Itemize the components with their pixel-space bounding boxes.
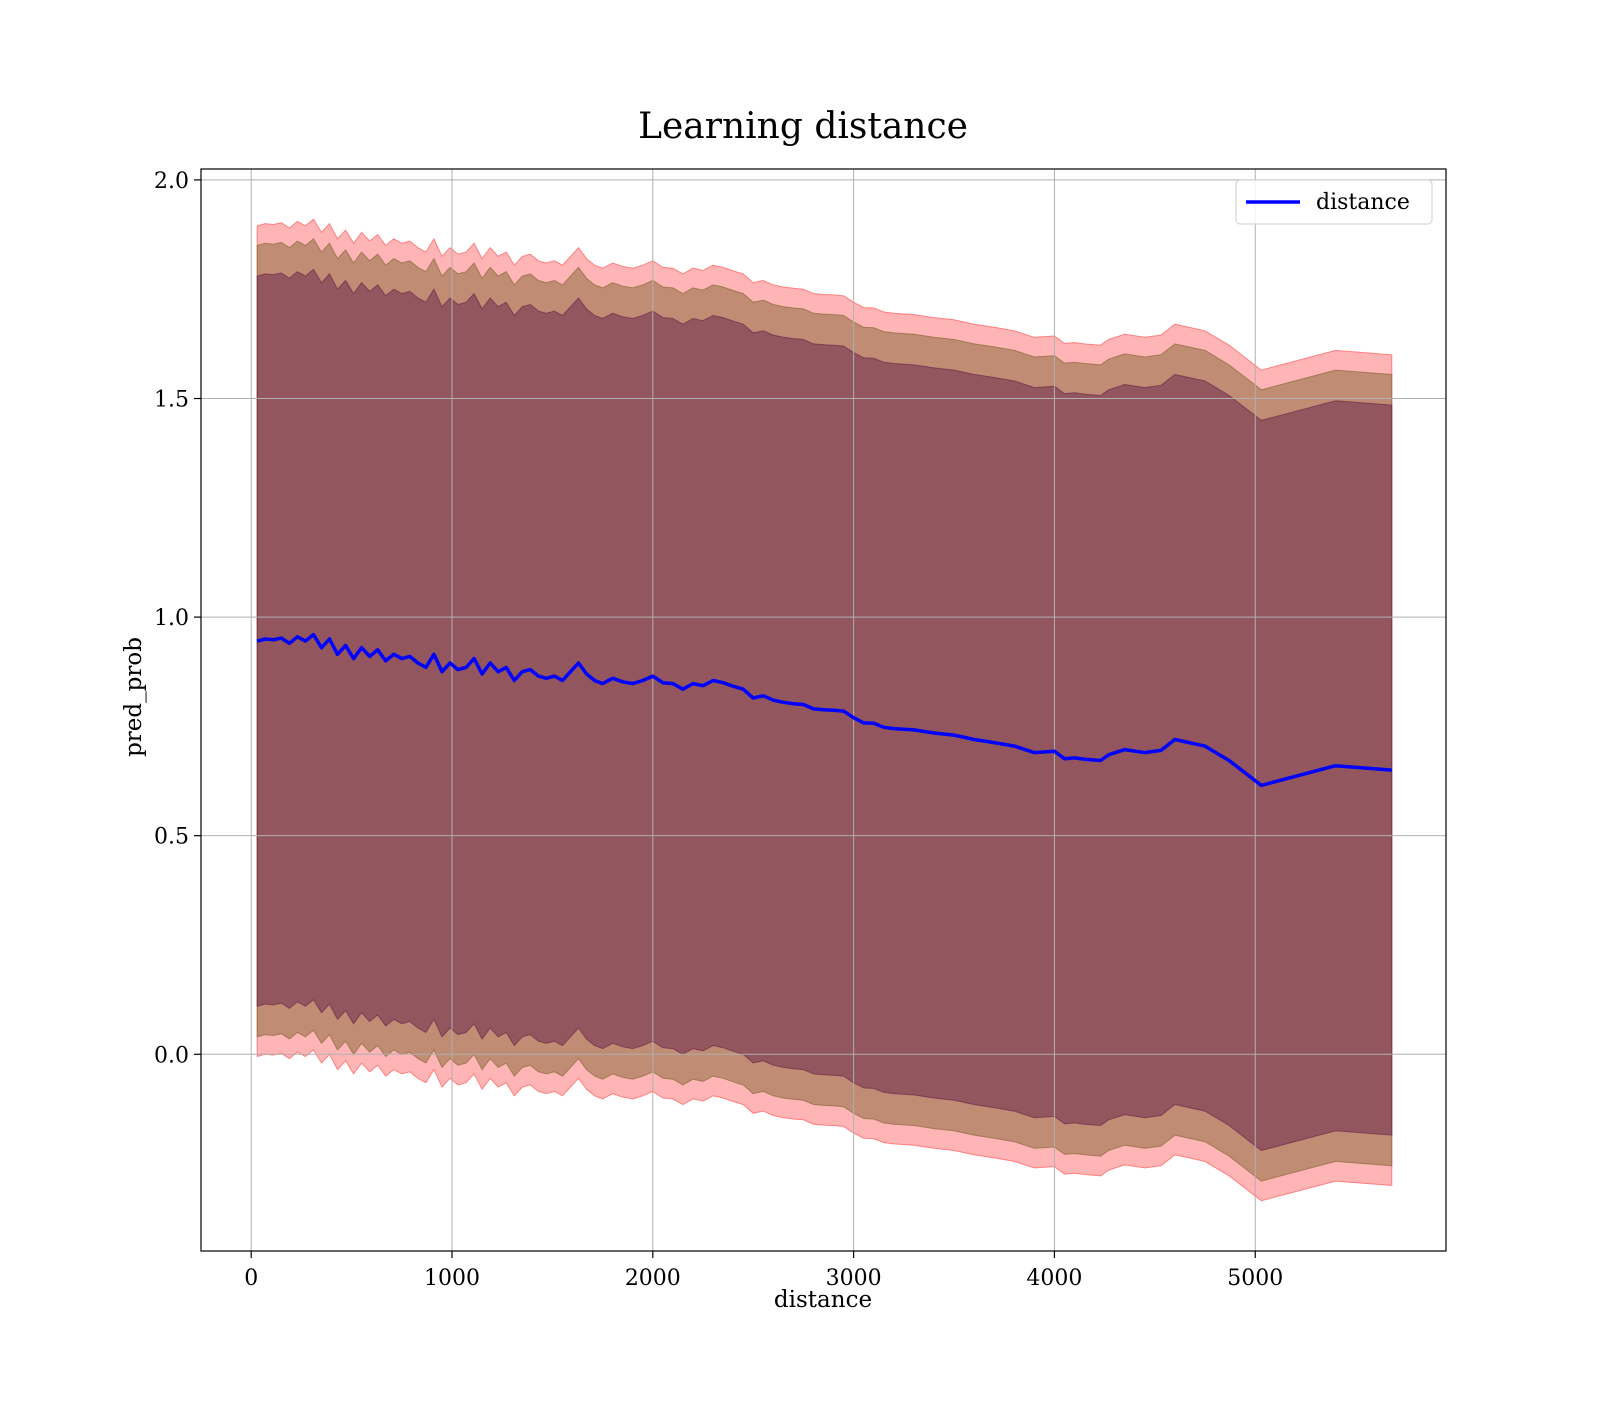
x-tick-label-5: 5000 bbox=[1227, 1266, 1283, 1291]
series-lines bbox=[256, 632, 1392, 788]
legend-label-distance: distance bbox=[1316, 190, 1410, 215]
x-axis-label: distance bbox=[774, 1287, 872, 1313]
x-axis-ticks: 0 1000 2000 3000 4000 5000 bbox=[244, 1251, 1283, 1291]
series-line-distance bbox=[256, 632, 1392, 788]
y-axis-label: pred_prob bbox=[121, 637, 147, 757]
y-tick-label-4: 2.0 bbox=[154, 169, 189, 194]
y-tick-label-3: 1.5 bbox=[154, 388, 189, 413]
legend-box bbox=[1235, 179, 1433, 225]
x-tick-label-4: 4000 bbox=[1026, 1266, 1082, 1291]
y-axis-ticks: 0.0 0.5 1.0 1.5 2.0 bbox=[154, 169, 201, 1068]
x-tick-label-2: 2000 bbox=[625, 1266, 681, 1291]
y-tick-label-0: 0.0 bbox=[154, 1043, 189, 1068]
y-tick-label-2: 1.0 bbox=[154, 606, 189, 631]
x-tick-label-3: 3000 bbox=[826, 1266, 882, 1291]
plot-frame bbox=[200, 168, 1447, 1252]
legend: distance bbox=[1235, 179, 1433, 225]
chart-title: Learning distance bbox=[638, 106, 968, 147]
x-tick-label-0: 0 bbox=[244, 1266, 258, 1291]
y-tick-label-1: 0.5 bbox=[154, 825, 189, 850]
x-tick-label-1: 1000 bbox=[424, 1266, 480, 1291]
